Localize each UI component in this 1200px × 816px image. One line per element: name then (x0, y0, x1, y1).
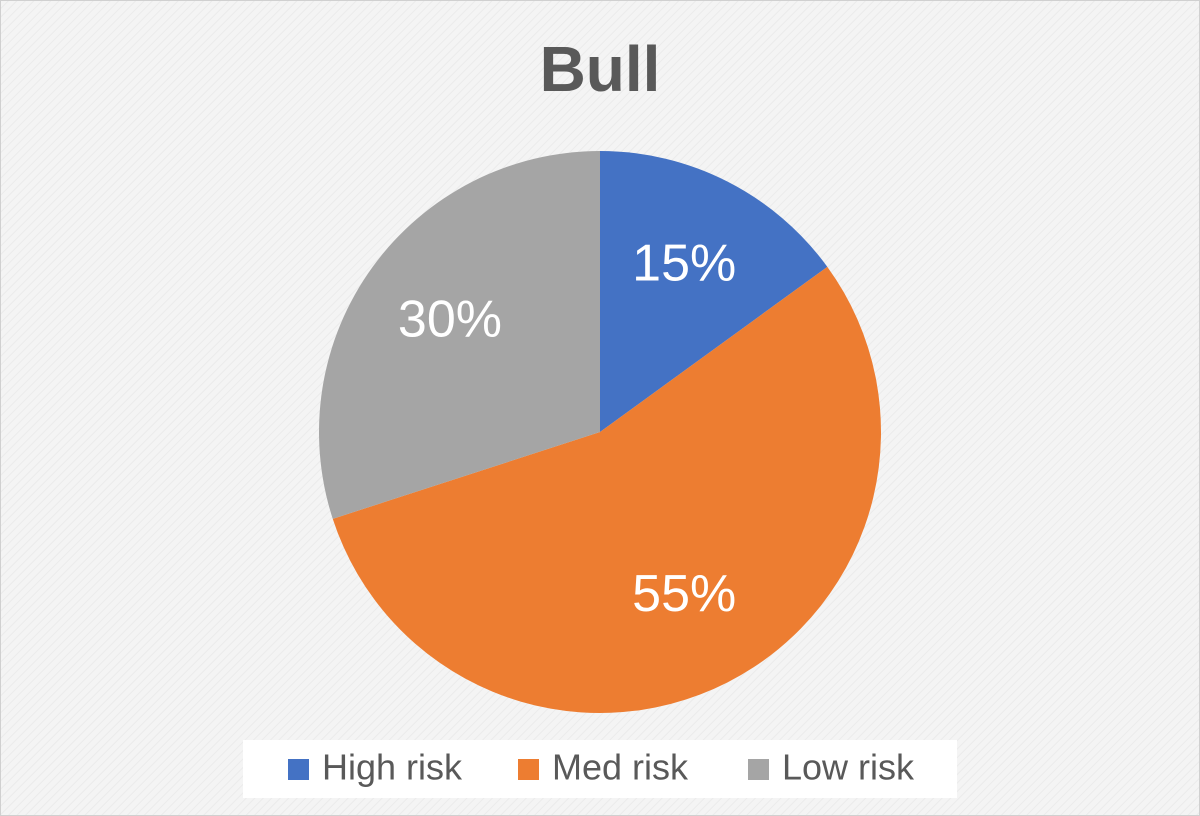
pie-slice (318, 151, 600, 519)
legend-swatch (518, 759, 539, 780)
pie-slice (600, 151, 828, 432)
legend-swatch (288, 759, 309, 780)
pie-slice (332, 266, 881, 713)
data-label: 30% (398, 291, 502, 349)
legend-label: Low risk (782, 747, 915, 788)
legend-label: High risk (322, 747, 463, 788)
legend (243, 740, 957, 798)
data-label: 55% (632, 565, 736, 623)
legend-label: Med risk (552, 747, 689, 788)
legend-swatch (748, 759, 769, 780)
data-label: 15% (632, 234, 736, 292)
chart-title: Bull (540, 33, 661, 105)
